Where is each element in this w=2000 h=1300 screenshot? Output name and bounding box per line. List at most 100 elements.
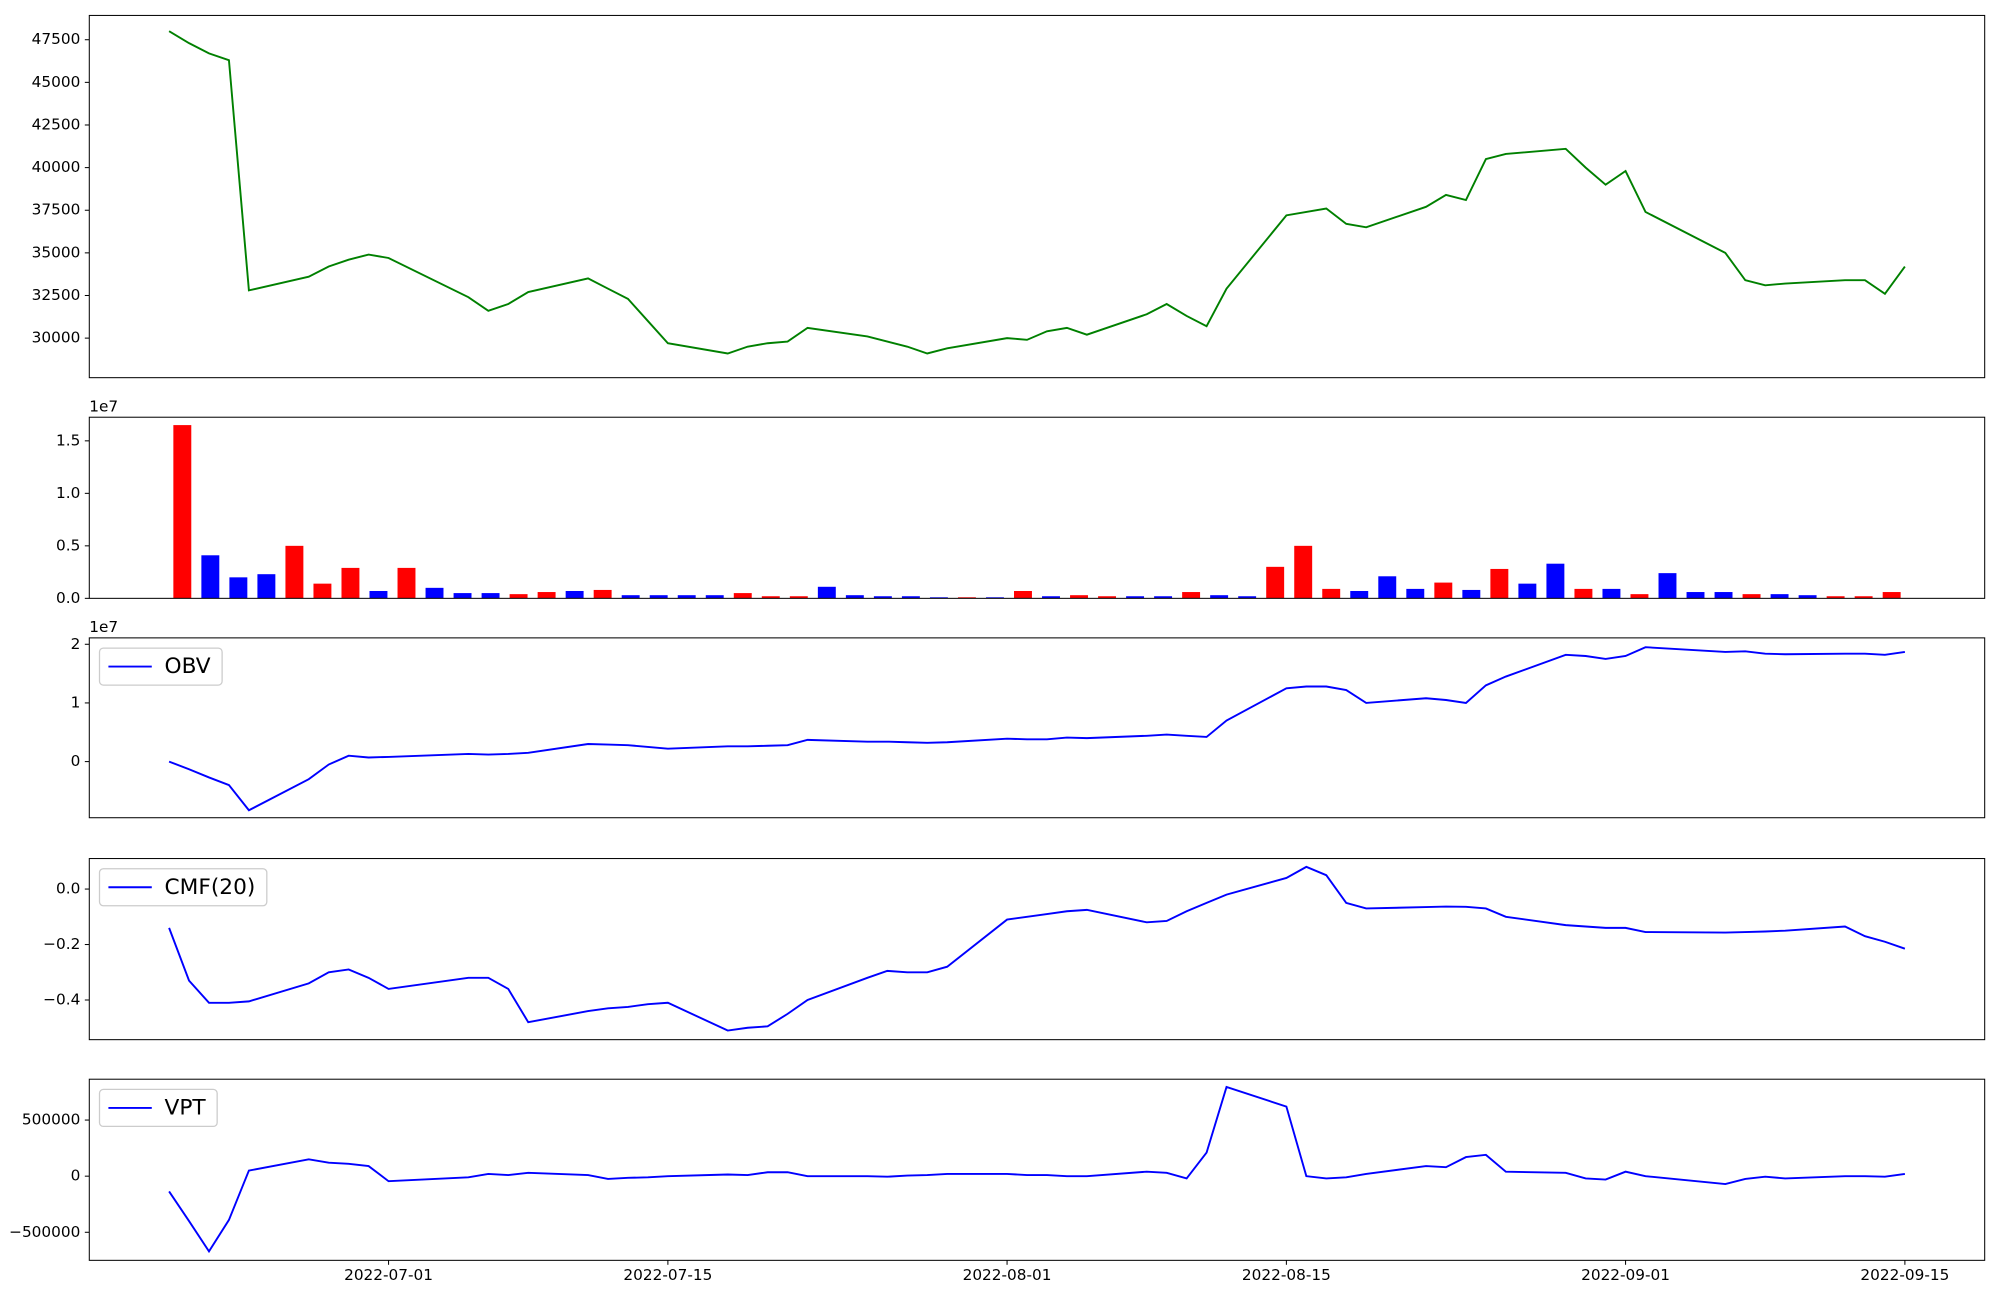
volume-bar: [173, 425, 192, 599]
legend-label: VPT: [165, 1096, 207, 1121]
legend-label: CMF(20): [165, 875, 256, 900]
x-tick-label: 2022-07-01: [344, 1266, 433, 1284]
y-tick-label: 0.0: [56, 880, 80, 898]
volume-bar: [1574, 588, 1593, 599]
volume-bar: [1266, 566, 1285, 599]
legend-label: OBV: [165, 654, 211, 679]
volume-bar: [1182, 592, 1201, 599]
line-series: [168, 30, 1906, 355]
volume-bar: [1854, 596, 1873, 599]
axis-offset-label: 1e7: [89, 398, 118, 416]
volume-bar: [1070, 595, 1088, 599]
volume-bar: [1686, 592, 1705, 599]
y-tick-label: 2: [71, 635, 81, 653]
volume-bar: [789, 596, 808, 599]
volume-bar: [873, 596, 892, 599]
y-tick-label: −0.2: [43, 935, 80, 953]
y-tick-label: 42500: [32, 115, 81, 133]
volume-bar: [761, 596, 780, 599]
y-tick-label: 1.5: [56, 431, 80, 449]
volume-bar: [1770, 594, 1789, 599]
y-tick-label: 0: [71, 752, 81, 770]
y-tick-label: 0.0: [56, 589, 80, 607]
axes-frame: [88, 14, 1986, 379]
y-tick-label: 40000: [32, 158, 81, 176]
volume-bar: [1322, 588, 1341, 599]
volume-bar: [1126, 596, 1145, 599]
y-tick-label: 500000: [22, 1111, 80, 1129]
y-tick-label: −0.4: [43, 991, 80, 1009]
line-series: [168, 1085, 1906, 1254]
volume-bar: [705, 595, 724, 599]
y-tick-label: 37500: [32, 201, 81, 219]
volume-bar: [621, 595, 640, 599]
volume-bar: [957, 597, 976, 599]
legend-box: [98, 868, 268, 907]
volume-bar: [1658, 573, 1677, 599]
volume-bar: [1350, 590, 1369, 599]
line-series: [168, 646, 1906, 812]
volume-bar: [229, 577, 248, 599]
volume-bar: [733, 593, 752, 599]
y-tick-label: 30000: [32, 329, 81, 347]
volume-bar: [1238, 596, 1257, 599]
axes-frame: [88, 858, 1986, 1041]
volume-bar: [257, 574, 276, 599]
panel: −0.4 −0.2 0.0 CMF(20): [43, 858, 1986, 1041]
axis-offset-label: 1e7: [89, 618, 118, 636]
x-tick-label: 2022-09-15: [1860, 1266, 1949, 1284]
volume-bar: [397, 567, 416, 599]
panel: 0.0 0.5 1.0 1.5 1e7: [56, 398, 1986, 607]
volume-bar: [1378, 576, 1397, 599]
volume-bar: [1714, 592, 1733, 599]
legend-box: [98, 1088, 218, 1128]
y-tick-label: 35000: [32, 243, 81, 261]
volume-bar: [929, 597, 948, 599]
volume-bar: [1154, 596, 1173, 599]
volume-bar: [1434, 582, 1453, 599]
line-series: [168, 865, 1906, 1032]
volume-bar: [1518, 583, 1537, 599]
volume-bar: [1210, 595, 1229, 599]
volume-bar: [1098, 596, 1117, 599]
volume-bar: [1042, 596, 1060, 599]
volume-bar: [481, 593, 500, 599]
y-tick-label: 32500: [32, 286, 81, 304]
volume-bar: [649, 595, 668, 599]
y-tick-label: 0.5: [56, 536, 80, 554]
volume-bar: [425, 587, 444, 599]
volume-bar: [453, 593, 472, 599]
volume-bar: [1294, 545, 1313, 599]
volume-bar: [677, 595, 696, 599]
y-tick-label: 45000: [32, 73, 81, 91]
x-tick-label: 2022-09-01: [1581, 1266, 1670, 1284]
y-tick-label: 1: [71, 693, 81, 711]
y-tick-label: 47500: [32, 30, 81, 48]
x-tick-label: 2022-08-15: [1242, 1266, 1331, 1284]
y-tick-label: −500000: [9, 1223, 80, 1241]
volume-bar: [1882, 592, 1901, 599]
legend-box: [98, 647, 223, 686]
volume-bar: [985, 597, 1004, 599]
volume-bar: [1490, 568, 1509, 599]
volume-bar: [285, 545, 304, 599]
volume-bar: [565, 590, 584, 599]
axes-frame: [88, 416, 1986, 599]
panel: 30000 32500 35000 37500 40000 42500 45000 47500: [32, 14, 1986, 379]
volume-bar: [901, 596, 920, 599]
volume-bar: [845, 595, 864, 599]
volume-bar: [1630, 594, 1649, 599]
volume-bar: [341, 567, 360, 599]
volume-bar: [1462, 589, 1481, 599]
x-tick-label: 2022-08-01: [963, 1266, 1052, 1284]
axes-frame: [88, 1078, 1986, 1261]
y-tick-label: 1.0: [56, 484, 80, 502]
volume-bar: [1406, 588, 1425, 599]
volume-bar: [1546, 563, 1565, 599]
panel: −500000 0 500000 VPT 2022-07-01 2022-07-15 202…: [9, 1078, 1986, 1284]
volume-bar: [313, 583, 332, 599]
volume-bar: [1014, 590, 1032, 599]
volume-bar: [1798, 595, 1817, 599]
volume-bar: [509, 594, 528, 599]
volume-bar: [593, 589, 612, 599]
